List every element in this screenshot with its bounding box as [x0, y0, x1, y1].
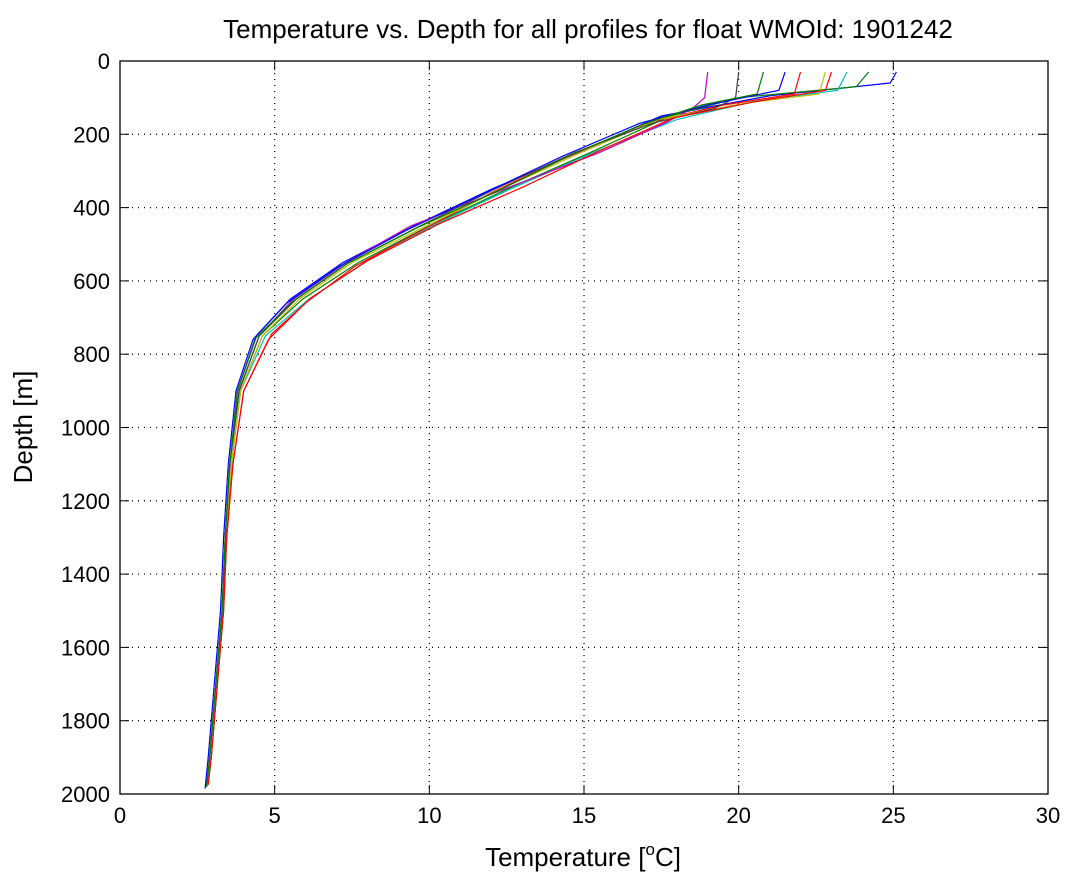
x-tick-label: 20: [726, 803, 750, 828]
x-axis-label-suffix: C]: [655, 842, 681, 872]
y-tick-label: 0: [98, 49, 110, 74]
x-axis-label-sup: o: [645, 840, 654, 859]
chart-title: Temperature vs. Depth for all profiles f…: [223, 14, 953, 44]
profile-lines: [204, 71, 897, 789]
y-tick-labels: 0 200 400 600 800 1000 1200 1400 1600 1800 2000: [61, 49, 110, 807]
y-tick-label: 1600: [61, 635, 110, 660]
y-tick-label: 200: [73, 122, 110, 147]
axis-ticks: [119, 60, 1049, 795]
y-tick-label: 2000: [61, 782, 110, 807]
profile-line: [204, 71, 786, 789]
y-tick-label: 1000: [61, 416, 110, 441]
x-tick-label: 10: [417, 803, 441, 828]
y-tick-label: 600: [73, 269, 110, 294]
profile-line: [206, 71, 764, 787]
x-tick-label: 25: [881, 803, 905, 828]
x-tick-label: 0: [114, 803, 126, 828]
x-axis-label: Temperature [oC]: [485, 840, 681, 872]
y-axis-label: Depth [m]: [8, 371, 38, 484]
x-tick-label: 30: [1036, 803, 1060, 828]
profile-line: [207, 71, 833, 785]
x-tick-labels: 0 5 10 15 20 25 30: [114, 803, 1060, 828]
x-tick-label: 15: [572, 803, 596, 828]
grid-lines: [120, 61, 1048, 794]
x-axis-label-prefix: Temperature [: [485, 842, 646, 872]
y-tick-label: 400: [73, 196, 110, 221]
x-tick-label: 5: [269, 803, 281, 828]
y-tick-label: 1200: [61, 489, 110, 514]
y-tick-label: 800: [73, 342, 110, 367]
y-tick-label: 1800: [61, 709, 110, 734]
y-tick-label: 1400: [61, 562, 110, 587]
